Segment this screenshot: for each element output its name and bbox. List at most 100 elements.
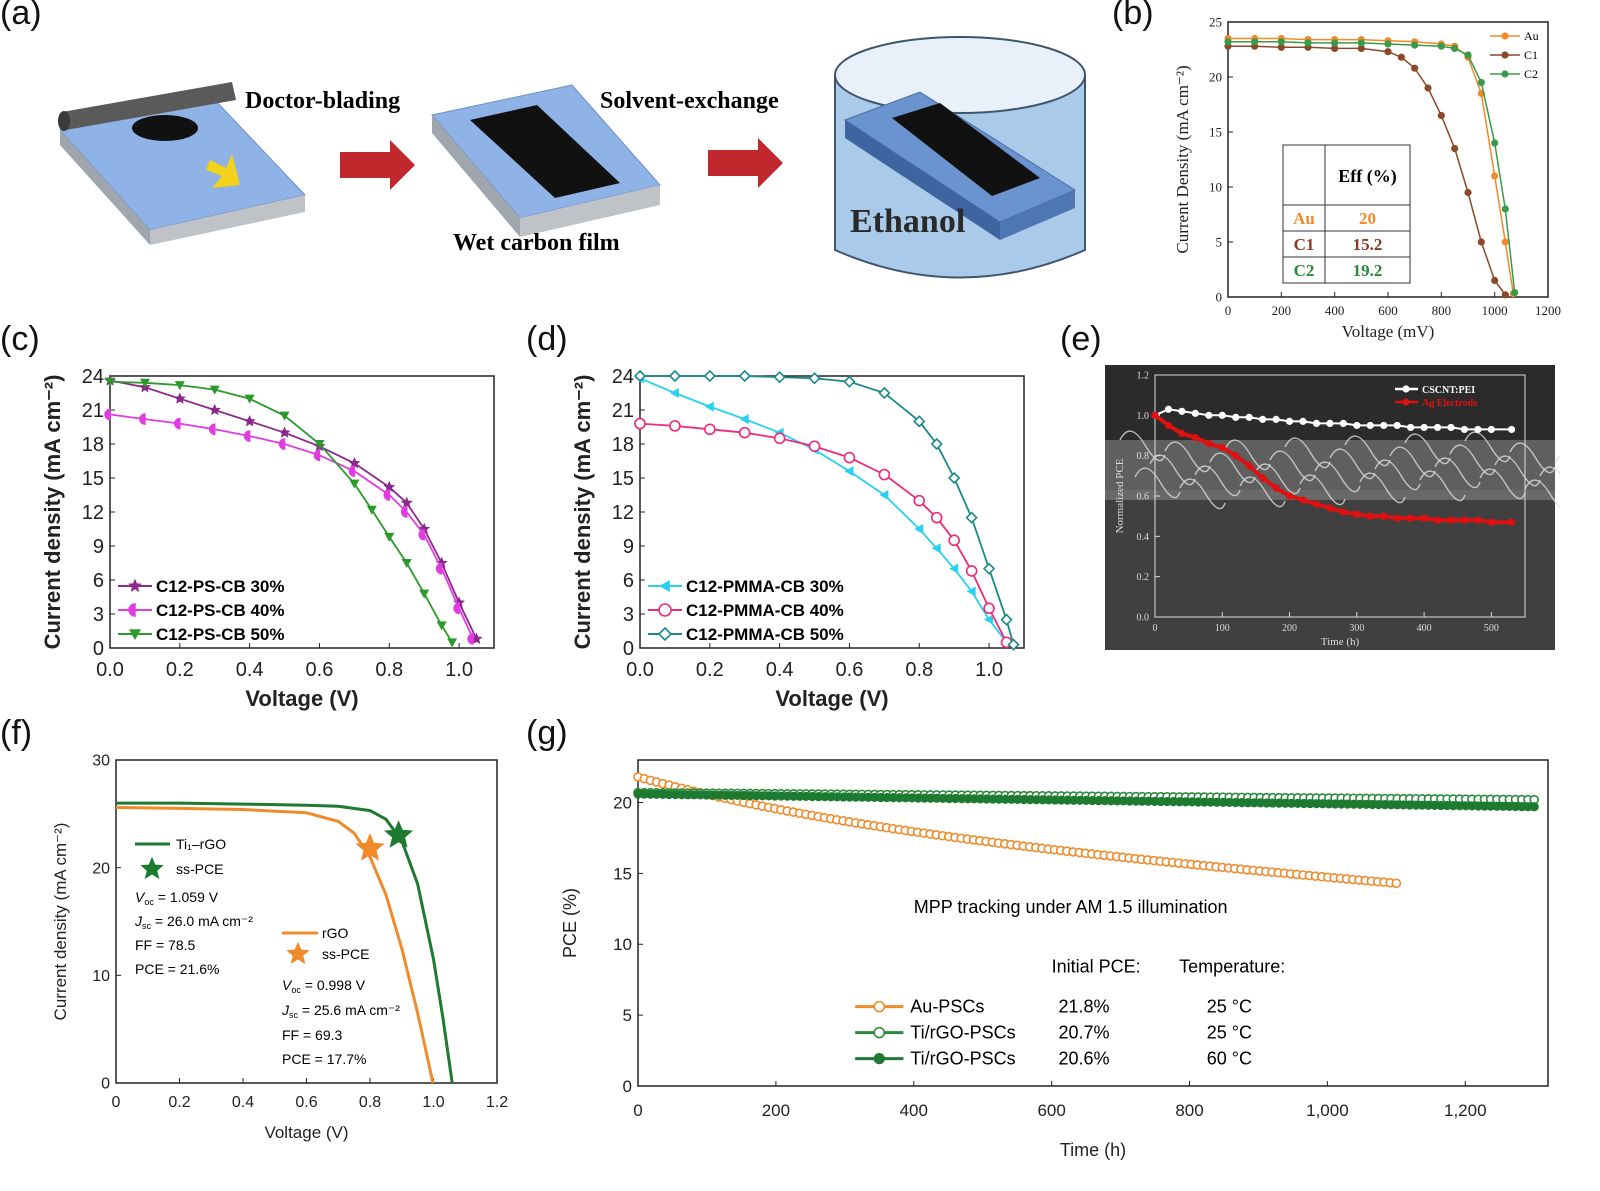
x-axis-label: Voltage (V)	[775, 686, 888, 711]
data-point	[808, 440, 821, 453]
sem-fiber	[1389, 446, 1436, 478]
data-point	[1178, 407, 1186, 415]
data-point	[1007, 638, 1020, 651]
data-point	[738, 369, 751, 383]
series-line-0	[109, 379, 478, 640]
y-tick-label: 6	[623, 570, 634, 592]
data-point	[1474, 516, 1482, 524]
data-point	[1151, 411, 1159, 419]
legend-marker	[128, 603, 136, 617]
data-point	[366, 505, 377, 515]
legend-label: Ti/rGO-PSCs	[910, 1049, 1015, 1069]
chart-g: 0 200 400 600 800 1,000 1,200 0 5 10 15 20 Time (h) P…	[560, 759, 1549, 1160]
data-point	[418, 528, 425, 541]
data-point	[914, 524, 924, 534]
series-2	[633, 789, 1539, 812]
panel-letter-e: (e)	[1060, 320, 1102, 358]
data-point	[1451, 144, 1459, 153]
y-tick-label: 15	[613, 864, 632, 883]
x-tick-label: 400	[1325, 303, 1345, 318]
y-tick-label: 20	[613, 793, 632, 812]
y-tick-label: 5	[1216, 235, 1223, 250]
sem-layer	[1105, 490, 1555, 650]
ss-pce-star-icon	[355, 832, 385, 861]
data-point	[139, 378, 150, 388]
data-point	[1259, 415, 1267, 423]
x-tick-label: 0.2	[168, 1094, 190, 1111]
blade-rod-icon	[58, 82, 236, 131]
legend-label: C12-PS-CB 30%	[156, 577, 285, 596]
y-tick-label: 3	[93, 604, 104, 626]
data-point	[313, 449, 321, 462]
data-point	[278, 426, 291, 438]
sem-fiber	[1284, 437, 1331, 469]
data-point	[1529, 802, 1539, 812]
sem-fiber	[1539, 466, 1560, 477]
legend-label: Au-PSCs	[910, 997, 984, 1017]
data-point	[243, 415, 256, 427]
y-tick-label: 0.0	[1137, 613, 1150, 624]
legend-marker	[129, 629, 141, 640]
data-point	[965, 565, 978, 577]
y-tick-label: 1.2	[1137, 371, 1150, 382]
data-point	[453, 602, 460, 615]
data-point	[1285, 417, 1294, 425]
x-tick-label: 1,200	[1444, 1101, 1487, 1120]
data-point	[1437, 111, 1445, 120]
x-tick-label: 0.8	[359, 1094, 381, 1111]
x-tick-label: 1.0	[445, 659, 473, 681]
sem-fiber	[1314, 461, 1361, 493]
x-tick-label: 200	[1282, 623, 1297, 634]
legend-label: Ti/rGO-PSCs	[910, 1023, 1015, 1043]
data-point	[401, 506, 408, 518]
x-tick-label: 100	[1215, 623, 1230, 634]
data-point	[878, 468, 891, 481]
data-point	[1501, 205, 1509, 213]
x-tick-label: 0.2	[166, 659, 194, 681]
sem-fiber	[1419, 470, 1466, 502]
data-point	[703, 369, 716, 383]
x-tick-label: 1000	[1482, 303, 1508, 318]
data-point	[1487, 425, 1495, 434]
data-point	[773, 371, 786, 384]
legend-marker	[1501, 70, 1509, 78]
data-point	[1380, 512, 1388, 520]
step1-label: Doctor-blading	[245, 88, 400, 114]
y-tick-label: 21	[612, 400, 634, 422]
data-point	[704, 423, 716, 436]
legend-row: Ti/rGO-PSCs 20.7% 25 °C	[855, 1023, 1252, 1043]
data-point	[447, 638, 458, 648]
data-point	[1460, 425, 1469, 434]
data-point	[209, 423, 216, 436]
data-point	[1491, 139, 1499, 147]
data-point	[1507, 425, 1516, 434]
legend-label: C12-PMMA-CB 30%	[686, 577, 844, 596]
data-point	[1491, 276, 1499, 285]
x-axis-label: Time (h)	[1321, 636, 1360, 648]
y-tick-label: 10	[92, 968, 110, 985]
x-tick-label: 0.4	[766, 659, 794, 681]
x-tick-label: 0.0	[626, 659, 654, 681]
y-tick-label: 21	[82, 400, 104, 422]
sem-fiber	[1449, 444, 1496, 476]
marker-label: ss-PCE	[322, 946, 369, 962]
x-tick-label: 1.0	[422, 1094, 444, 1111]
data-point	[208, 403, 221, 416]
data-point	[1380, 421, 1388, 430]
legend-row: Au-PSCs 21.8% 25 °C	[855, 997, 1252, 1017]
jsc-value: Jsc = 26.0 mA cm⁻²	[134, 913, 253, 931]
data-point	[1259, 474, 1267, 482]
data-point	[930, 511, 943, 524]
data-point	[1511, 289, 1519, 297]
data-point	[1487, 518, 1495, 526]
data-point	[243, 430, 251, 442]
data-point	[1464, 188, 1472, 197]
sem-fiber	[1374, 459, 1421, 491]
legend-marker	[657, 626, 673, 642]
sem-fiber	[1224, 439, 1271, 471]
legend-label: Au	[1524, 29, 1539, 43]
chart-e: 0 100 200 300 400 500 0.0 0.2 0.4 0.6 0.8 1.0 1.2 Tim…	[1105, 365, 1560, 650]
data-point	[1447, 516, 1455, 524]
data-point	[633, 369, 647, 383]
data-point	[1232, 413, 1240, 421]
